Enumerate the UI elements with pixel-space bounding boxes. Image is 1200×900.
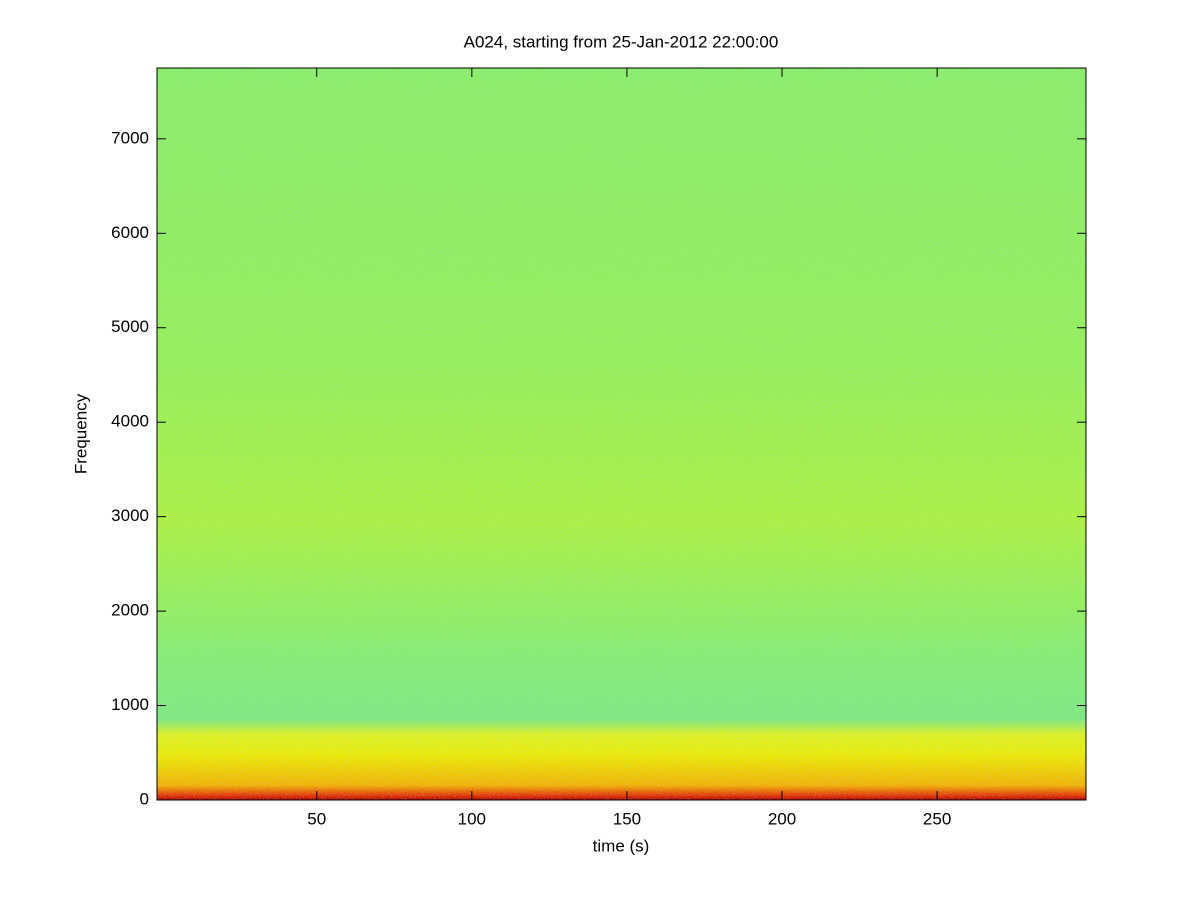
spectrogram-image <box>157 68 1086 800</box>
y-tick-label: 1000 <box>111 695 149 714</box>
y-tick-label: 2000 <box>111 601 149 620</box>
y-tick-label: 3000 <box>111 506 149 525</box>
y-tick-label: 5000 <box>111 317 149 336</box>
y-axis-label: Frequency <box>71 393 90 474</box>
y-tick-label: 0 <box>140 789 149 808</box>
x-tick-label: 250 <box>923 809 951 828</box>
y-tick-label: 7000 <box>111 128 149 147</box>
x-tick-label: 150 <box>613 809 641 828</box>
y-tick-label: 6000 <box>111 223 149 242</box>
x-tick-label: 50 <box>307 809 326 828</box>
x-axis-label: time (s) <box>593 836 650 855</box>
x-tick-label: 200 <box>768 809 796 828</box>
plot-frame <box>156 67 1087 801</box>
x-tick-label: 100 <box>458 809 486 828</box>
chart-title: A024, starting from 25-Jan-2012 22:00:00 <box>464 32 779 51</box>
y-tick-label: 4000 <box>111 412 149 431</box>
